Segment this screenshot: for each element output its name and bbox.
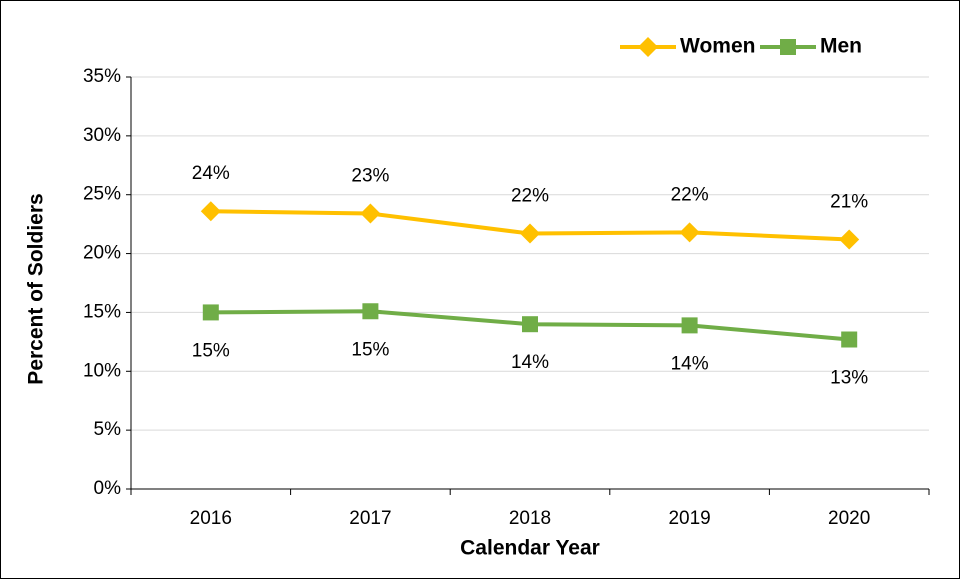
y-tick-label: 0% <box>94 478 122 499</box>
point-marker <box>841 331 858 348</box>
x-tick-label: 2017 <box>349 508 391 529</box>
point-marker <box>522 316 538 333</box>
y-tick-label: 35% <box>83 66 121 87</box>
y-tick-label: 10% <box>83 360 121 381</box>
data-label: 22% <box>671 184 709 205</box>
point-marker <box>202 304 219 321</box>
data-label: 21% <box>830 191 868 212</box>
y-tick-label: 20% <box>83 243 121 264</box>
data-label: 14% <box>671 353 709 374</box>
point-marker <box>360 203 381 224</box>
point-marker <box>200 201 221 222</box>
y-axis-label: Percent of Soldiers <box>25 193 48 384</box>
x-axis-label: Calendar Year <box>460 537 600 560</box>
point-marker <box>839 229 860 250</box>
data-label: 13% <box>830 368 868 389</box>
legend-label: Men <box>820 35 862 58</box>
x-tick-label: 2019 <box>668 508 710 529</box>
x-tick-label: 2018 <box>509 508 551 529</box>
legend-marker <box>638 37 658 57</box>
legend-label: Women <box>680 35 755 58</box>
point-marker <box>681 317 698 334</box>
data-label: 15% <box>351 339 389 360</box>
x-tick-label: 2016 <box>190 508 232 529</box>
data-label: 22% <box>511 186 549 207</box>
legend-marker <box>780 39 796 55</box>
point-marker <box>362 303 379 320</box>
point-marker <box>679 222 700 243</box>
data-label: 24% <box>192 163 230 184</box>
data-label: 14% <box>511 352 549 373</box>
y-tick-label: 25% <box>83 184 121 205</box>
y-tick-label: 5% <box>94 419 122 440</box>
y-tick-label: 30% <box>83 125 121 146</box>
y-tick-label: 15% <box>83 301 121 322</box>
point-marker <box>520 223 540 244</box>
x-tick-label: 2020 <box>828 508 870 529</box>
data-label: 23% <box>351 166 389 187</box>
data-label: 15% <box>192 340 230 361</box>
